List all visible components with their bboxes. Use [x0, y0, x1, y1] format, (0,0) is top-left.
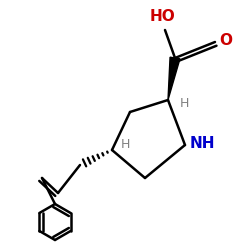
Text: NH: NH	[190, 136, 215, 151]
Text: HO: HO	[150, 9, 176, 24]
Polygon shape	[168, 57, 180, 100]
Text: H: H	[121, 138, 130, 151]
Text: H: H	[179, 97, 189, 110]
Text: O: O	[219, 33, 232, 48]
